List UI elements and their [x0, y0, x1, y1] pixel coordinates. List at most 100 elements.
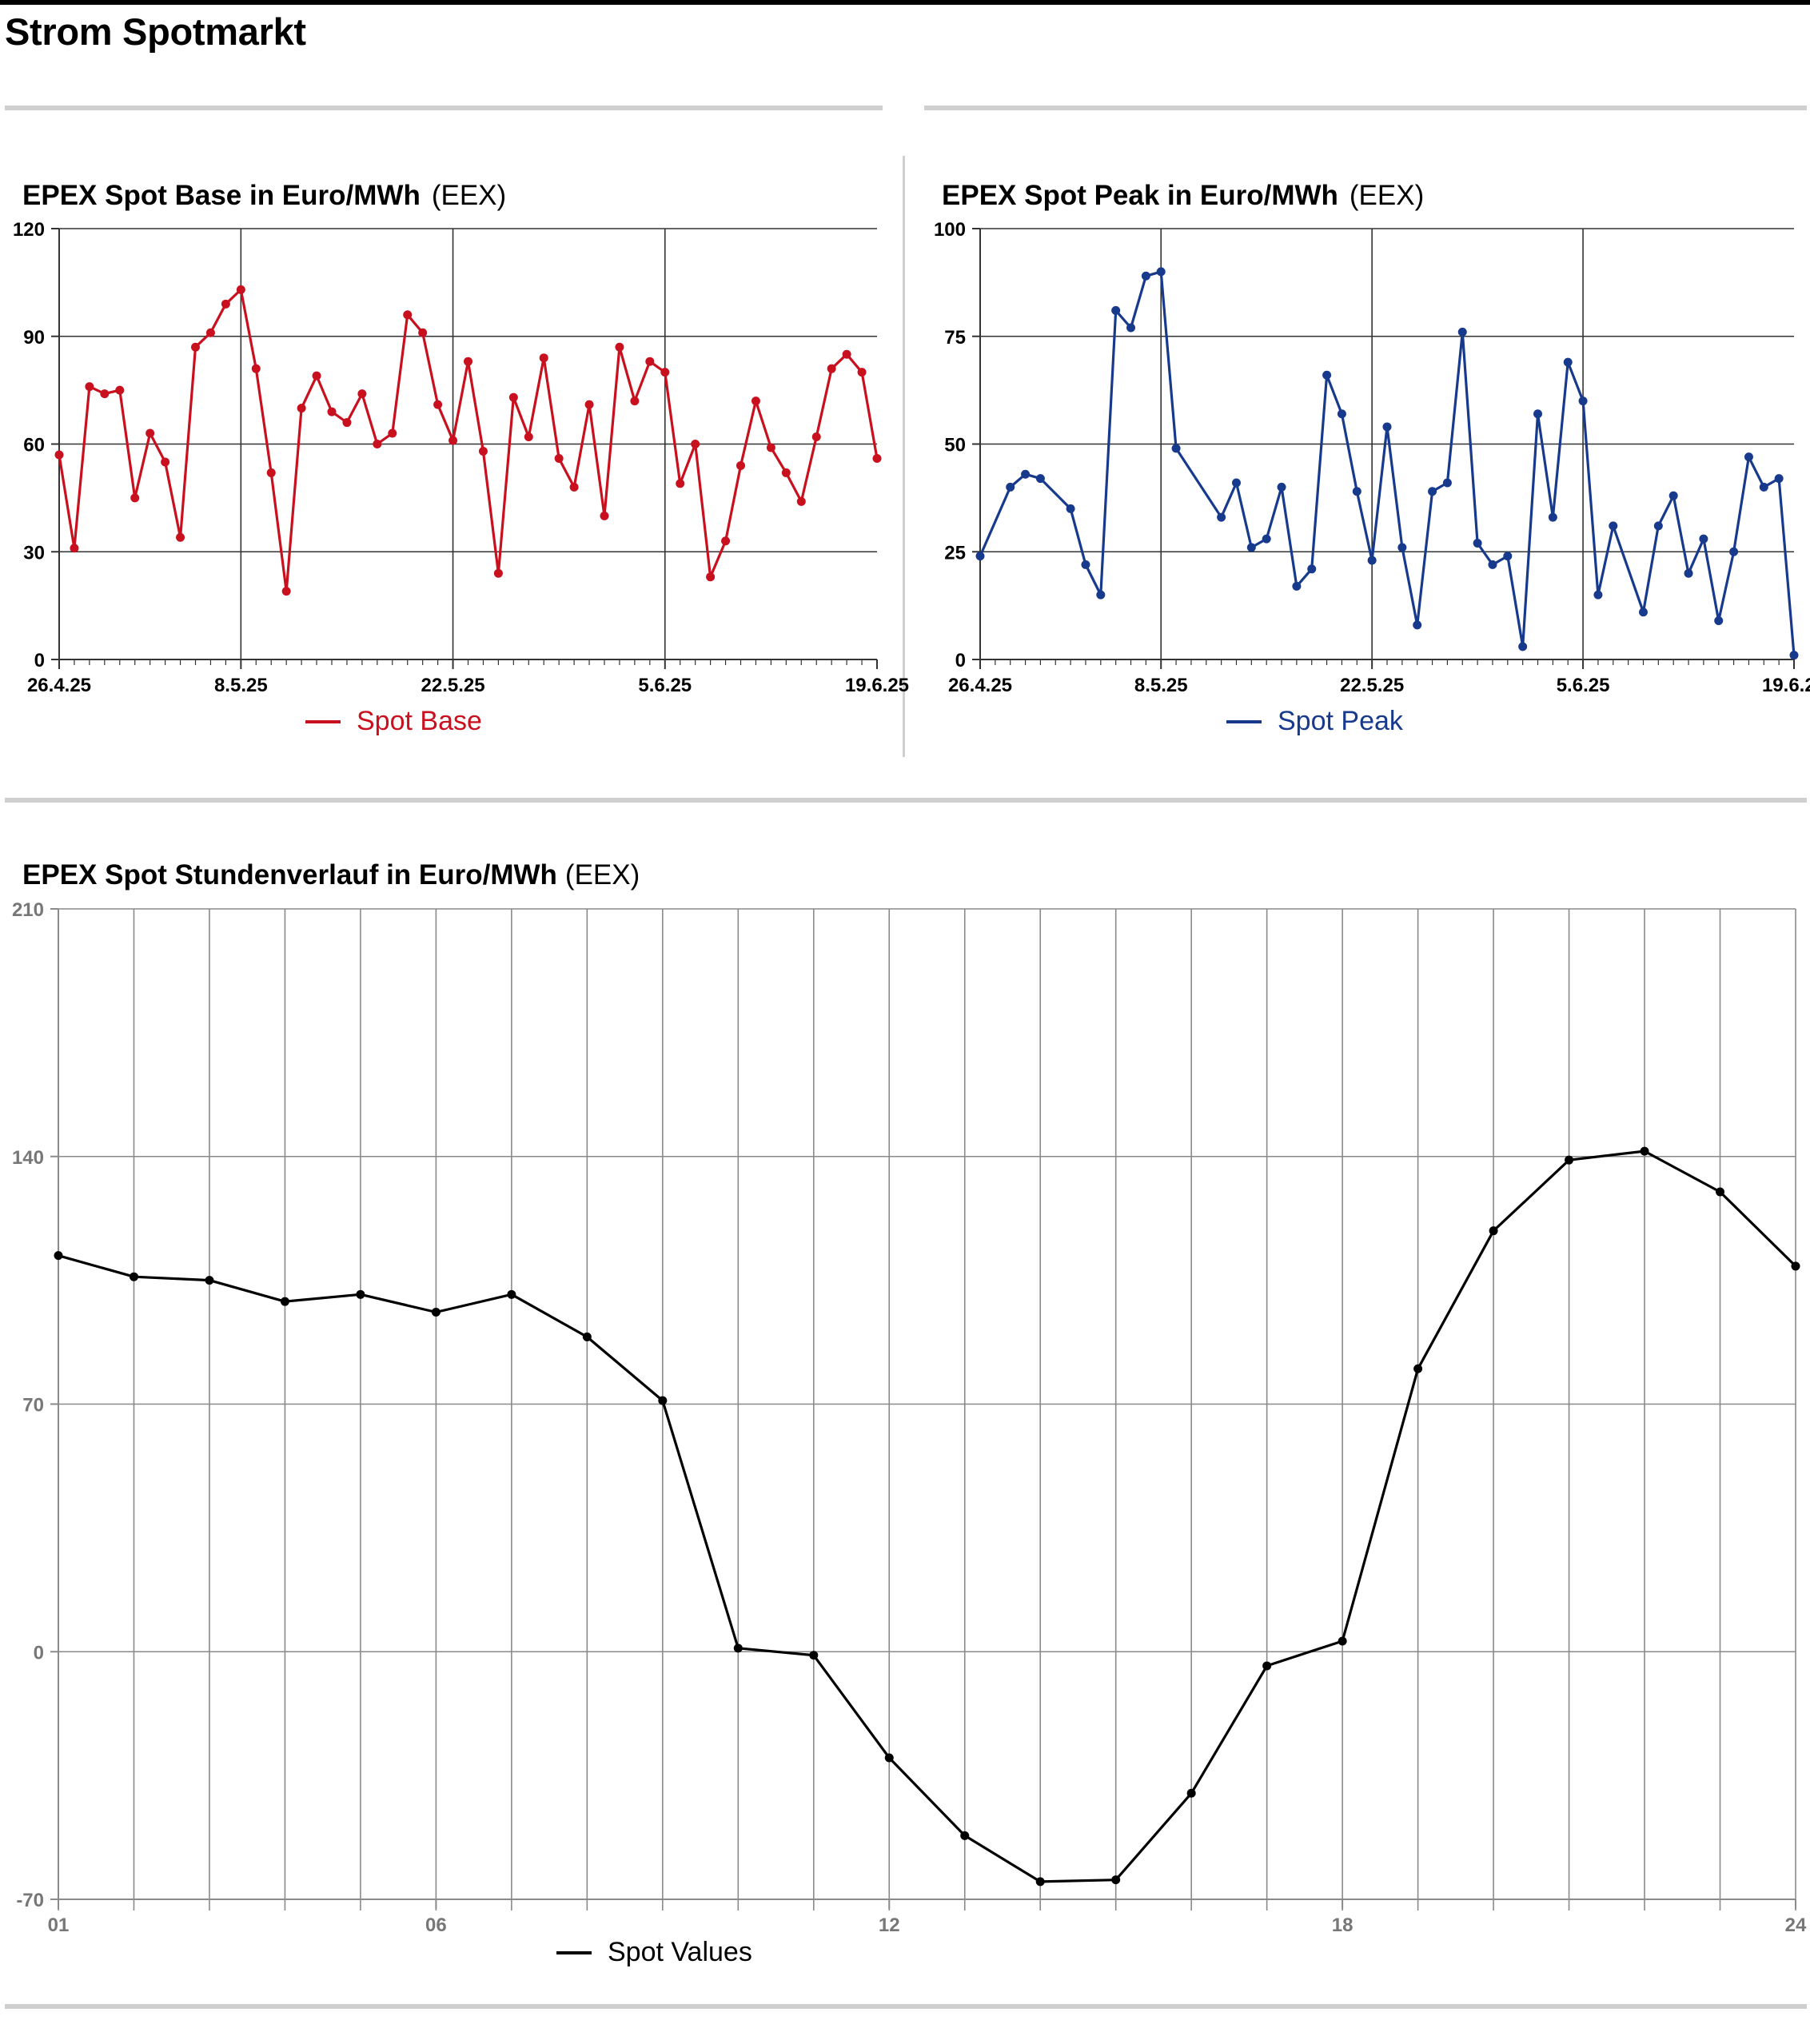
base-data-point — [539, 353, 548, 363]
base-data-point — [146, 428, 155, 438]
base-legend[interactable]: Spot Base — [305, 706, 482, 737]
peak-data-point — [1744, 452, 1753, 462]
hourly-y-tick-label: -70 — [16, 1890, 44, 1911]
base-data-point — [373, 440, 382, 448]
peak-chart-title: EPEX Spot Peak in Euro/MWh — [942, 180, 1338, 211]
peak-data-point — [1021, 469, 1031, 479]
peak-data-point — [1789, 651, 1799, 660]
base-data-point — [418, 328, 428, 337]
hourly-data-point — [1186, 1788, 1196, 1798]
top-rule — [0, 0, 1810, 5]
peak-data-point — [1307, 564, 1317, 574]
hourly-y-tick-label: 140 — [12, 1147, 44, 1169]
hourly-data-point — [431, 1307, 441, 1317]
peak-data-point — [1337, 409, 1346, 419]
base-data-point — [266, 468, 276, 477]
base-data-point — [115, 385, 125, 395]
base-chart-title: EPEX Spot Base in Euro/MWh — [22, 180, 421, 211]
base-chart-heading: EPEX Spot Base in Euro/MWh (EEX) — [22, 180, 506, 212]
peak-data-point — [1638, 608, 1648, 617]
peak-data-point — [1473, 538, 1482, 548]
base-y-tick-label: 90 — [23, 327, 45, 349]
base-data-point — [796, 496, 806, 506]
peak-data-point — [1141, 271, 1150, 281]
base-data-point — [630, 396, 640, 406]
hourly-data-point — [1716, 1187, 1725, 1197]
base-data-point — [236, 285, 245, 294]
peak-data-point — [1578, 396, 1588, 406]
peak-data-point — [1729, 547, 1739, 556]
base-data-point — [721, 536, 731, 546]
peak-data-point — [1367, 556, 1377, 565]
base-data-point — [449, 436, 458, 445]
peak-data-point — [1126, 323, 1136, 333]
peak-data-point — [1246, 543, 1256, 552]
base-data-point — [569, 482, 579, 492]
hourly-y-tick-label: 0 — [34, 1642, 44, 1663]
hourly-data-point — [1489, 1226, 1498, 1236]
hourly-data-point — [1035, 1877, 1045, 1887]
hourly-x-tick-label: 06 — [425, 1915, 447, 1936]
peak-data-point — [1006, 482, 1015, 492]
base-data-point — [433, 400, 443, 409]
hourly-legend[interactable]: Spot Values — [556, 1937, 752, 1968]
base-chart-source: (EEX) — [431, 180, 507, 211]
hourly-data-point — [54, 1251, 63, 1261]
peak-legend[interactable]: Spot Peak — [1226, 706, 1403, 737]
base-data-point — [251, 364, 261, 373]
peak-data-point — [1322, 370, 1332, 380]
base-data-point — [100, 389, 110, 399]
base-data-point — [54, 450, 64, 460]
peak-data-point — [1714, 616, 1724, 625]
peak-x-tick-label: 26.4.25 — [948, 675, 1012, 696]
base-data-point — [600, 511, 609, 520]
hourly-x-tick-label: 24 — [1785, 1915, 1807, 1936]
peak-data-point — [1111, 305, 1121, 315]
peak-data-point — [1277, 482, 1286, 492]
hourly-data-point — [356, 1289, 365, 1299]
hourly-chart-source: (EEX) — [564, 859, 640, 891]
hourly-data-point — [809, 1651, 819, 1660]
hourly-data-point — [1262, 1661, 1272, 1671]
peak-data-point — [1774, 474, 1784, 484]
peak-data-point — [1292, 581, 1302, 591]
peak-data-point — [1096, 590, 1106, 600]
peak-data-point — [1759, 482, 1768, 492]
hourly-data-point — [1640, 1146, 1649, 1156]
peak-data-point — [1156, 267, 1166, 277]
base-data-point — [70, 544, 79, 553]
hourly-legend-swatch — [556, 1950, 592, 1954]
base-data-point — [554, 453, 564, 463]
peak-y-tick-label: 75 — [944, 327, 966, 349]
peak-y-tick-label: 25 — [944, 542, 966, 564]
hourly-data-point — [507, 1289, 516, 1299]
section-divider-top-left — [5, 106, 883, 110]
base-data-point — [297, 404, 306, 413]
peak-data-point — [1653, 521, 1663, 531]
base-data-point — [161, 457, 170, 467]
peak-data-point — [1081, 560, 1090, 569]
base-y-tick-label: 120 — [13, 219, 45, 241]
hourly-data-point — [280, 1297, 289, 1306]
base-data-point — [584, 400, 594, 409]
base-data-point — [524, 432, 533, 442]
peak-y-tick-label: 0 — [955, 650, 966, 671]
hourly-chart-heading: EPEX Spot Stundenverlauf in Euro/MWh (EEX… — [22, 859, 640, 891]
peak-x-tick-label: 19.6.25 — [1762, 675, 1810, 696]
base-data-point — [176, 532, 185, 542]
section-divider-bottom — [5, 2004, 1807, 2009]
peak-x-tick-label: 22.5.25 — [1340, 675, 1404, 696]
base-data-point — [872, 453, 882, 463]
peak-data-point — [1428, 487, 1437, 496]
peak-legend-swatch — [1226, 719, 1262, 723]
base-data-point — [221, 299, 230, 309]
peak-x-tick-label: 5.6.25 — [1557, 675, 1610, 696]
base-x-tick-label: 22.5.25 — [421, 675, 485, 696]
peak-chart-heading: EPEX Spot Peak in Euro/MWh (EEX) — [942, 180, 1424, 212]
hourly-data-point — [884, 1753, 894, 1763]
base-chart: 0 30 60 90 120 26.4.25 8.5.25 22.5.25 5.6.25 19.6… — [13, 219, 909, 696]
base-y-tick-label: 0 — [34, 650, 45, 671]
peak-legend-label: Spot Peak — [1278, 706, 1403, 736]
peak-data-point — [1352, 487, 1361, 496]
